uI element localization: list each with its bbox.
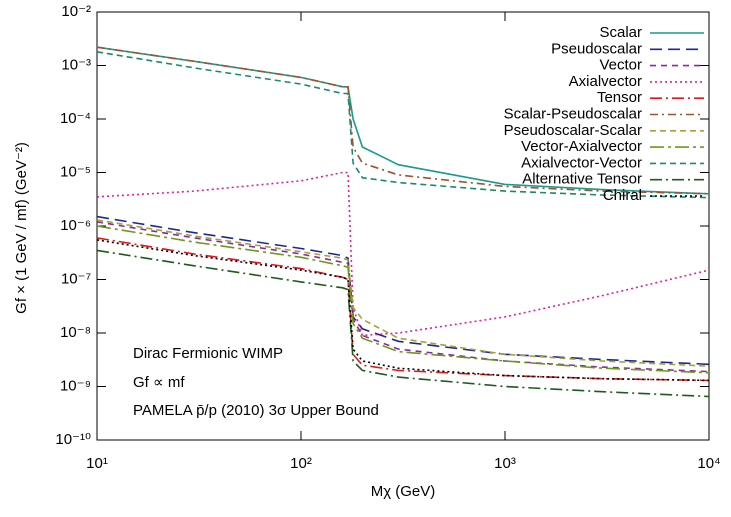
- series-line: [96, 239, 710, 382]
- series-line: [96, 237, 710, 382]
- x-axis-label: Mχ (GeV): [371, 483, 436, 500]
- series-line: [96, 215, 710, 366]
- x-tick-label: 10³: [494, 455, 516, 472]
- legend-label: Pseudoscalar-Scalar: [504, 122, 642, 139]
- legend-label: Vector-Axialvector: [521, 138, 642, 155]
- annotation: Gf ∝ mf: [133, 374, 185, 391]
- y-tick-label: 10⁻⁸: [60, 324, 91, 341]
- x-tick-label: 10²: [290, 455, 312, 472]
- y-tick-label: 10⁻⁷: [61, 270, 91, 287]
- y-axis-label: Gf × (1 GeV / mf) (GeV⁻²): [13, 142, 30, 314]
- legend-label: Scalar-Pseudoscalar: [504, 105, 642, 122]
- annotation: Dirac Fermionic WIMP: [133, 345, 283, 362]
- series-line: [96, 219, 710, 367]
- y-tick-label: 10⁻²: [61, 3, 91, 20]
- y-tick-label: 10⁻⁴: [60, 110, 91, 127]
- legend-label: Pseudoscalar: [551, 40, 642, 57]
- y-tick-label: 10⁻⁵: [60, 163, 91, 180]
- legend-label: Scalar: [599, 24, 642, 41]
- series-line: [96, 46, 710, 195]
- annotation: PAMELA p̄/p (2010) 3σ Upper Bound: [133, 402, 379, 419]
- y-tick-label: 10⁻³: [61, 56, 91, 73]
- x-tick-label: 10⁴: [697, 455, 720, 472]
- x-tick-label: 10¹: [86, 455, 108, 472]
- y-tick-label: 10⁻⁶: [60, 217, 91, 234]
- series-line: [96, 51, 710, 199]
- legend-label: Vector: [599, 57, 642, 74]
- legend-label: Axialvector-Vector: [521, 154, 642, 171]
- series-line: [96, 249, 710, 398]
- series-line: [96, 46, 710, 195]
- series-line: [96, 225, 710, 374]
- legend-label: Axialvector: [569, 73, 642, 90]
- legend-label: Chiral: [603, 187, 642, 204]
- y-tick-label: 10⁻¹⁰: [55, 431, 91, 448]
- legend-label: Tensor: [597, 89, 642, 106]
- y-tick-label: 10⁻⁹: [60, 377, 91, 394]
- legend-label: Alternative Tensor: [522, 171, 642, 188]
